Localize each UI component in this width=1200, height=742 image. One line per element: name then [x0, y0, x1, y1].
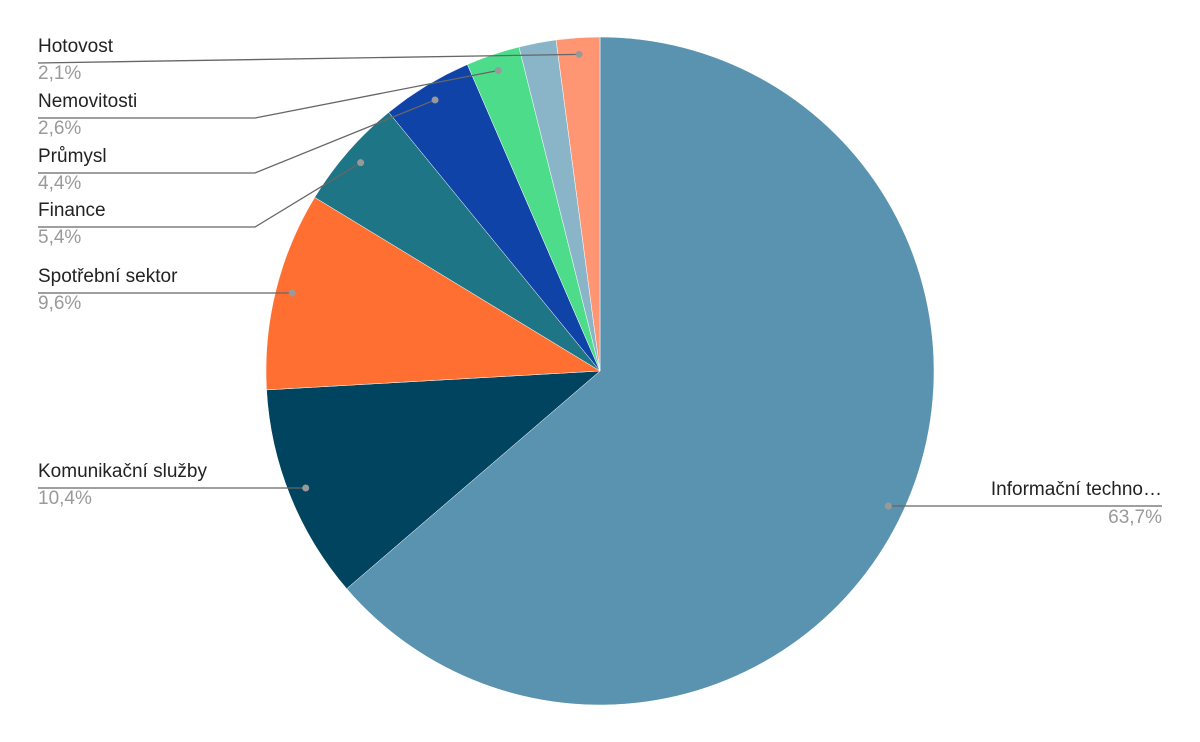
slice-value: 9,6% [38, 293, 81, 314]
slice [266, 370, 601, 590]
leader-line [38, 162, 362, 228]
slice [555, 36, 601, 372]
slice-label: Informační techno… [991, 479, 1162, 500]
leader-line [38, 99, 436, 174]
slice-label: Průmysl [38, 146, 107, 167]
slice-label: Nemovitosti [38, 91, 137, 112]
slice-label: Spotřební sektor [38, 266, 178, 287]
leader-dot [884, 502, 892, 510]
leader-line [38, 69, 499, 119]
slice-label: Komunikační služby [38, 461, 207, 482]
slice [265, 197, 601, 391]
leader-dot [575, 50, 583, 58]
leader-dot [288, 289, 296, 297]
slice-value: 4,4% [38, 173, 81, 194]
slice-label: Hotovost [38, 36, 114, 57]
slice-value: 2,1% [38, 63, 81, 84]
leader-line [37, 53, 580, 64]
leader-dot [431, 96, 439, 104]
slice-value: 63,7% [1108, 507, 1162, 528]
leader-dot [302, 484, 310, 492]
leader-dot [494, 66, 502, 74]
slice-value: 5,4% [38, 227, 81, 248]
slice-value: 10,4% [38, 488, 92, 509]
slice-label: Finance [38, 200, 106, 221]
leader-dot [357, 159, 365, 167]
slice-value: 2,6% [38, 118, 81, 139]
slice [346, 36, 935, 706]
